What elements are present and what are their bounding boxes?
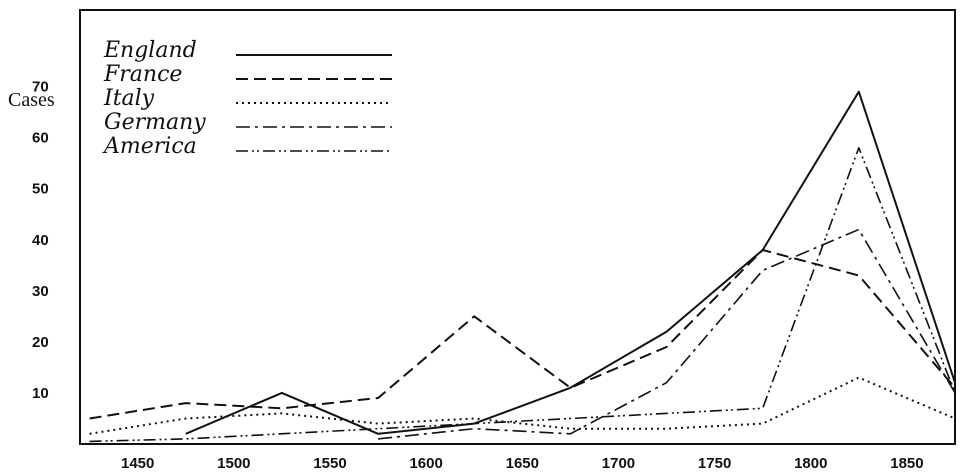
series-line-america: [89, 147, 956, 443]
y-axis-label: Cases: [8, 89, 55, 111]
x-tick-label: 1550: [313, 455, 346, 472]
x-tick-label: 1850: [890, 455, 923, 472]
y-tick-label: 70: [32, 79, 49, 96]
y-tick-label: 40: [32, 232, 49, 249]
y-tick-label: 10: [32, 385, 49, 402]
x-tick-label: 1650: [506, 455, 539, 472]
series-line-italy: [89, 376, 956, 435]
y-tick-label: 30: [32, 283, 49, 300]
x-tick-label: 1500: [217, 455, 250, 472]
series-line-france: [89, 249, 956, 420]
legend-label-america: America: [102, 134, 197, 159]
y-tick-label: 60: [32, 130, 49, 147]
x-tick-label: 1800: [794, 455, 827, 472]
x-tick-label: 1750: [698, 455, 731, 472]
legend-label-england: England: [103, 38, 197, 63]
legend-label-germany: Germany: [104, 110, 206, 135]
series-lines: [89, 90, 956, 443]
legend-label-italy: Italy: [103, 86, 155, 111]
x-tick-label: 1600: [409, 455, 442, 472]
y-tick-label: 50: [32, 181, 49, 198]
y-tick-label: 20: [32, 334, 49, 351]
y-ticks: 10 20 30 40 50 60 70: [32, 79, 49, 402]
x-tick-label: 1450: [121, 455, 154, 472]
legend-label-france: France: [103, 62, 182, 87]
x-tick-label: 1700: [602, 455, 635, 472]
x-ticks: 1450 1500 1550 1600 1650 1700 1750 1800 1850: [121, 455, 924, 472]
series-line-england: [185, 90, 956, 435]
series-line-germany: [378, 228, 956, 440]
plot-frame: [79, 9, 956, 445]
